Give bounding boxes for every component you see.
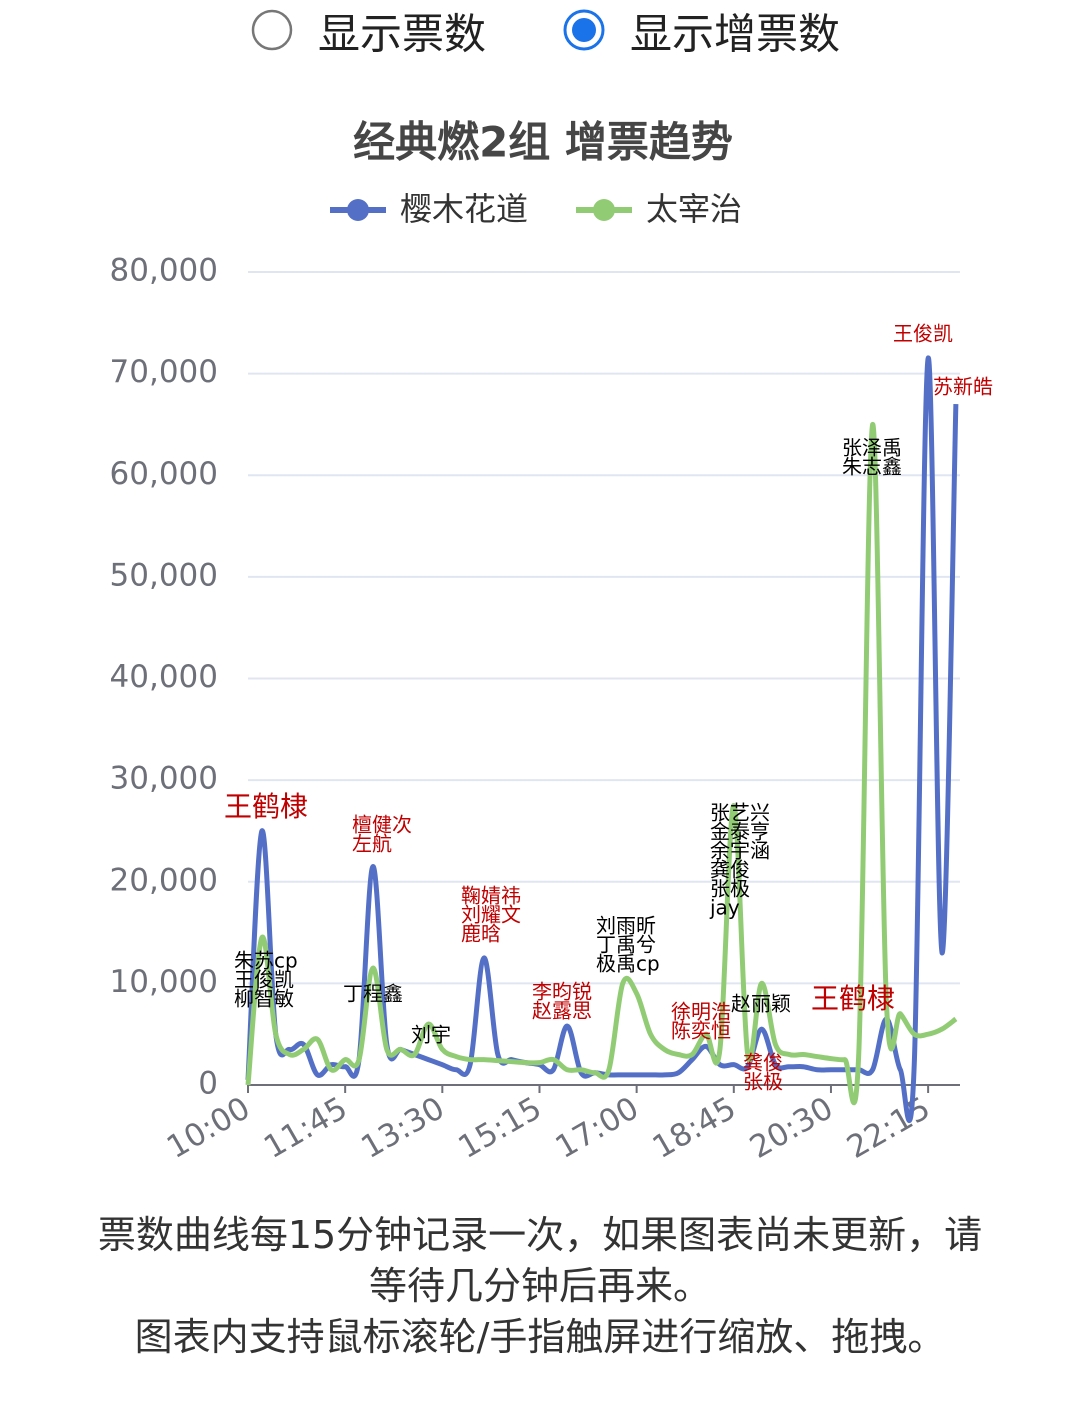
annotation: 丁程鑫	[343, 982, 403, 1006]
series-line	[245, 421, 958, 1106]
annotation: 苏新皓	[933, 375, 993, 399]
annotation: 刘耀文	[461, 903, 521, 927]
y-tick-label: 30,000	[110, 761, 218, 797]
x-tick-label: 13:30	[355, 1090, 450, 1166]
annotation: 陈奕恒	[671, 1019, 731, 1043]
y-tick-label: 80,000	[110, 253, 218, 289]
annotation: 徐明浩	[671, 1000, 731, 1024]
annotation: 张极	[710, 877, 750, 901]
chart-title: 经典燃2组 增票趋势	[353, 118, 733, 167]
annotation: 朱志鑫	[842, 455, 902, 479]
annotation: 李昀锐	[532, 980, 592, 1004]
annotation: 檀健次	[352, 813, 412, 837]
annotation: 龚俊	[710, 858, 750, 882]
x-tick-label: 20:30	[744, 1090, 839, 1166]
annotation: 张泽禹	[842, 436, 902, 460]
legend-label: 太宰治	[646, 190, 742, 228]
annotation: 张极	[743, 1070, 783, 1094]
x-tick-label: 17:00	[550, 1090, 645, 1166]
y-tick-label: 60,000	[110, 456, 218, 492]
annotation: 金泰亨	[710, 820, 770, 844]
y-tick-label: 70,000	[110, 354, 218, 390]
radio-checked[interactable]	[563, 9, 605, 51]
radio-option[interactable]: 显示增票数	[563, 9, 840, 59]
annotation: 鞠婧祎	[461, 884, 521, 908]
x-tick-label: 11:45	[258, 1090, 353, 1166]
annotation: 王俊凯	[234, 968, 294, 992]
annotation: 王鹤棣	[811, 982, 895, 1015]
y-tick-label: 40,000	[110, 659, 218, 695]
radio-label[interactable]: 显示票数	[318, 10, 486, 59]
annotation: 柳智敏	[234, 987, 294, 1011]
y-tick-label: 0	[198, 1066, 218, 1102]
footer-note: 票数曲线每15分钟记录一次，如果图表尚未更新，请等待几分钟后再来。	[97, 1213, 983, 1308]
radio-dot[interactable]	[572, 18, 596, 42]
annotation: 张艺兴	[710, 801, 770, 825]
footer: 票数曲线每15分钟记录一次，如果图表尚未更新，请等待几分钟后再来。 图表内支持鼠…	[80, 1210, 1000, 1363]
annotation: 余宇涵	[710, 839, 770, 863]
x-tick-label: 18:45	[647, 1090, 742, 1166]
annotation: 朱苏cp	[234, 949, 298, 973]
annotation: 极禹cp	[596, 952, 660, 976]
footer-note: 图表内支持鼠标滚轮/手指触屏进行缩放、拖拽。	[134, 1315, 946, 1359]
legend-marker	[347, 199, 369, 221]
legend-marker	[593, 199, 615, 221]
radio-unchecked[interactable]	[251, 9, 293, 51]
y-tick-label: 50,000	[110, 557, 218, 593]
annotation: 王俊凯	[893, 322, 953, 346]
annotation: 刘雨昕	[596, 914, 656, 938]
radio-option[interactable]: 显示票数	[251, 9, 486, 59]
annotation: 赵露思	[532, 999, 592, 1023]
x-tick-label: 15:15	[452, 1090, 547, 1166]
annotation: 丁禹兮	[596, 933, 656, 957]
annotation: jay	[709, 896, 740, 920]
radio-label[interactable]: 显示增票数	[630, 10, 840, 59]
annotation: 刘宇	[411, 1023, 451, 1047]
annotation: 王鹤棣	[224, 790, 308, 823]
y-tick-label: 10,000	[110, 964, 218, 1000]
y-tick-label: 20,000	[110, 862, 218, 898]
annotation: 龚俊	[743, 1051, 783, 1075]
annotation: 鹿晗	[461, 922, 501, 946]
annotation: 赵丽颖	[731, 992, 791, 1016]
legend-label: 樱木花道	[400, 190, 528, 228]
annotation: 左航	[352, 832, 392, 856]
